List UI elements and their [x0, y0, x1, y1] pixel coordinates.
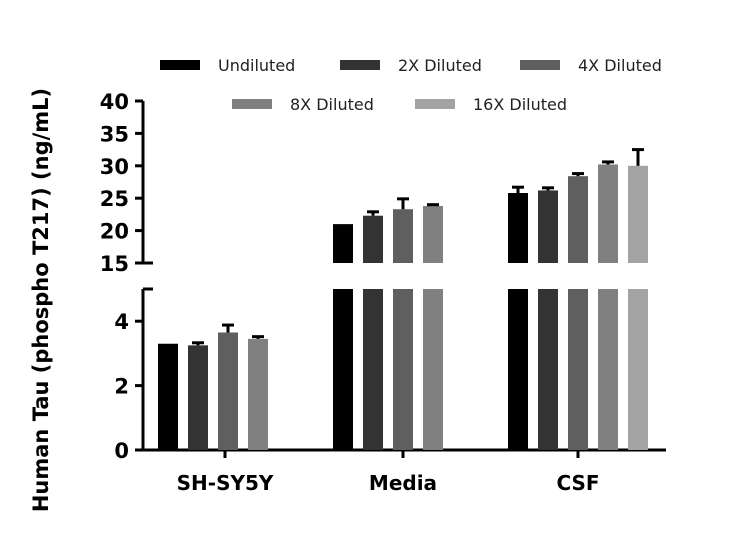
bar-lower-segment [508, 289, 528, 450]
bar [158, 343, 178, 450]
y-tick-label: 4 [114, 310, 129, 334]
legend-label: 8X Diluted [290, 95, 374, 114]
y-tick-label: 2 [114, 375, 129, 399]
legend-swatch [160, 60, 200, 70]
legend-label: Undiluted [218, 56, 295, 75]
bar-lower-segment [393, 289, 413, 450]
bar [568, 176, 588, 263]
legend-label: 16X Diluted [473, 95, 567, 114]
bar [188, 345, 208, 450]
x-category-label: SH-SY5Y [177, 471, 274, 495]
bar-lower-segment [538, 289, 558, 450]
legend-swatch [340, 60, 380, 70]
y-tick-label: 0 [114, 439, 129, 463]
y-tick-label: 20 [100, 220, 129, 244]
bar [423, 205, 443, 263]
legend-label: 2X Diluted [398, 56, 482, 75]
legend-swatch [232, 99, 272, 109]
y-tick-label: 30 [100, 155, 129, 179]
bar [333, 224, 353, 263]
legend-swatch [415, 99, 455, 109]
bar-lower-segment [423, 289, 443, 450]
y-tick-label: 25 [100, 187, 129, 211]
bar [218, 332, 238, 450]
bar [363, 215, 383, 263]
y-tick-label: 40 [100, 90, 129, 114]
x-category-label: Media [369, 471, 437, 495]
bar-lower-segment [598, 289, 618, 450]
bar [628, 165, 648, 263]
bar-lower-segment [363, 289, 383, 450]
y-axis-title: Human Tau (phospho T217) (ng/mL) [29, 88, 53, 512]
y-tick-label: 35 [100, 122, 129, 146]
bar [393, 209, 413, 263]
bar [508, 193, 528, 263]
legend-swatch [520, 60, 560, 70]
legend-label: 4X Diluted [578, 56, 662, 75]
bar [538, 190, 558, 263]
y-tick-label: 15 [100, 252, 129, 276]
bar [598, 164, 618, 263]
bar-lower-segment [628, 289, 648, 450]
bar [248, 338, 268, 450]
bar-lower-segment [568, 289, 588, 450]
x-category-label: CSF [556, 471, 599, 495]
bar-lower-segment [333, 289, 353, 450]
